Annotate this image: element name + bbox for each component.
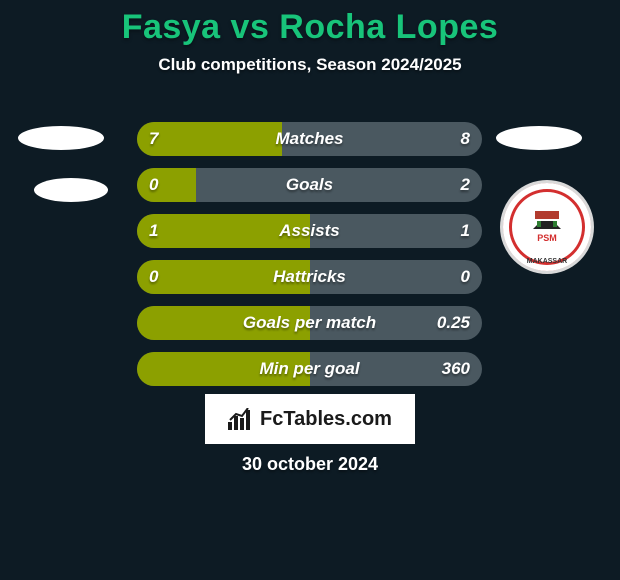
stat-value-right: 0 [461,267,470,287]
stats-chart: 78Matches02Goals11Assists00Hattricks0.25… [137,122,482,398]
stat-row: 0.25Goals per match [137,306,482,340]
stat-fill-left [137,168,196,202]
club-badge-label-top: PSM [537,233,557,243]
stat-value-left: 1 [149,221,158,241]
stat-row: 02Goals [137,168,482,202]
stat-value-left: 0 [149,267,158,287]
stat-fill-left [137,260,310,294]
stat-value-right: 0.25 [437,313,470,333]
page-title: Fasya vs Rocha Lopes [0,0,620,47]
brand-box: FcTables.com [205,394,415,444]
stat-row: 78Matches [137,122,482,156]
player-right-avatar [496,126,582,150]
club-badge-icon [531,211,563,231]
stat-row: 360Min per goal [137,352,482,386]
stat-value-left: 7 [149,129,158,149]
brand-text: FcTables.com [260,408,392,431]
stat-fill-left [137,122,282,156]
date-text: 30 october 2024 [0,454,620,475]
stat-row: 00Hattricks [137,260,482,294]
stat-row: 11Assists [137,214,482,248]
subtitle: Club competitions, Season 2024/2025 [0,55,620,75]
stat-fill-left [137,214,310,248]
brand-bars-icon [228,408,254,430]
stat-value-right: 1 [461,221,470,241]
club-badge-label-bottom: MAKASSAR [503,258,591,265]
stat-value-left: 0 [149,175,158,195]
club-badge-right: PSM MAKASSAR [500,180,594,274]
player-left-avatar-1 [18,126,104,150]
player-left-avatar-2 [34,178,108,202]
stat-fill-left [137,306,310,340]
stat-value-right: 2 [461,175,470,195]
stat-value-right: 8 [461,129,470,149]
stat-fill-left [137,352,310,386]
stat-value-right: 360 [442,359,470,379]
